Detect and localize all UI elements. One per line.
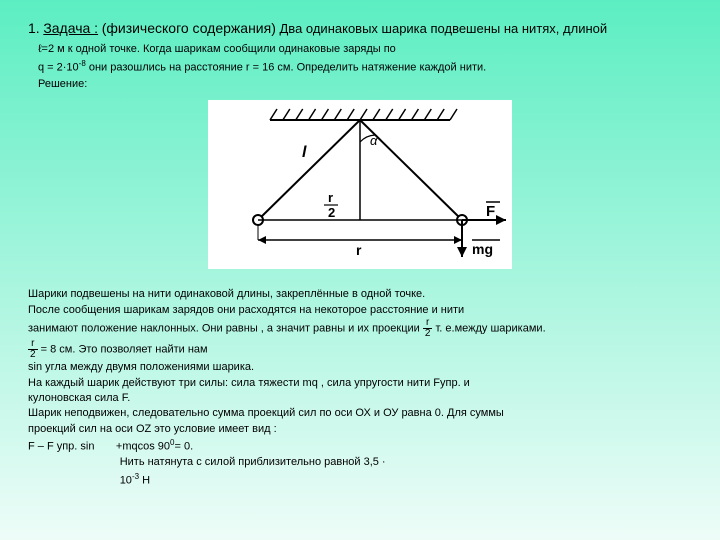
frac-r2: r2 — [28, 339, 38, 360]
exp-l2: После сообщения шарикам зарядов они расх… — [28, 303, 692, 318]
exp-l4: r2 = 8 см. Это позволяет найти нам — [28, 339, 692, 360]
physics-diagram: l α r 2 r F mg — [208, 100, 512, 269]
label-alpha: α — [370, 133, 378, 148]
problem-text: ℓ=2 м к одной точке. Когда шарикам сообщ… — [38, 42, 692, 92]
explanation-text: Шарики подвешены на нити одинаковой длин… — [28, 287, 692, 488]
exp-l3: занимают положение наклонных. Они равны … — [28, 318, 692, 339]
exp-l12: 10-3 Н — [28, 471, 692, 489]
label-r2-den: 2 — [328, 205, 335, 220]
exp-l10: F – F упр. sin +mqcos 900= 0. — [28, 437, 692, 455]
frac-r2-inline: r2 — [423, 318, 433, 339]
exp-l7: кулоновская сила F. — [28, 391, 692, 406]
exp-l9: проекций сил на оси OZ это условие имеет… — [28, 422, 692, 437]
label-F: F — [486, 203, 495, 220]
label-r2-num: r — [328, 190, 333, 205]
heading-line: 1. Задача : (физического содержания) Два… — [28, 20, 692, 36]
exp-l1: Шарики подвешены на нити одинаковой длин… — [28, 287, 692, 302]
label-r: r — [356, 242, 362, 258]
diagram-container: l α r 2 r F mg — [28, 100, 692, 269]
problem-line-1: ℓ=2 м к одной точке. Когда шарикам сообщ… — [38, 42, 692, 58]
exp-l5: sin угла между двумя положениями шарика. — [28, 360, 692, 375]
problem-line-2: q = 2·10-8 они разошлись на расстояние r… — [38, 58, 692, 77]
heading-title: Задача : — [43, 20, 98, 36]
heading-subtitle: (физического содержания) — [102, 20, 276, 36]
exp-l6: На каждый шарик действуют три силы: сила… — [28, 376, 692, 391]
diagram-svg: l α r 2 r F mg — [210, 102, 510, 262]
label-l: l — [302, 144, 307, 161]
exp-l11: Нить натянута с силой приблизительно рав… — [28, 455, 692, 470]
page-content: 1. Задача : (физического содержания) Два… — [0, 0, 720, 499]
exp-l8: Шарик неподвижен, следовательно сумма пр… — [28, 406, 692, 421]
heading-number: 1. — [28, 20, 40, 36]
problem-line-3: Решение: — [38, 77, 692, 93]
heading-tail: Два одинаковых шарика подвешены на нитях… — [280, 21, 608, 36]
label-mg: mg — [472, 241, 493, 257]
